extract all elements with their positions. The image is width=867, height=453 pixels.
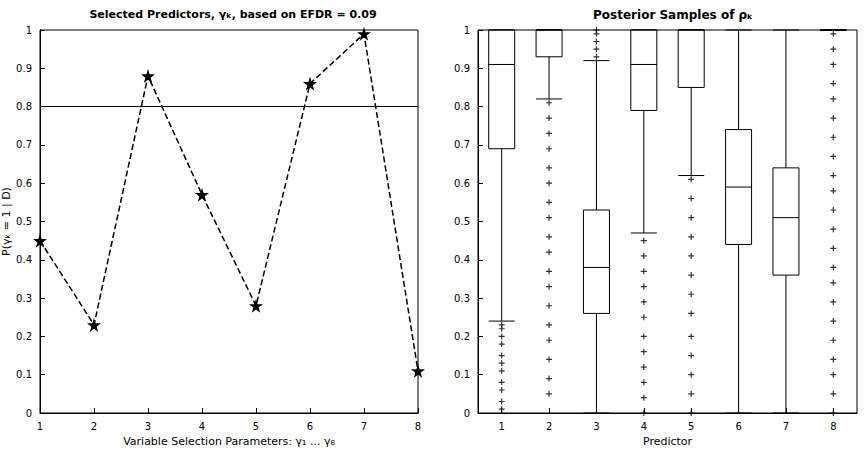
svg-text:0.3: 0.3 [454, 293, 470, 304]
svg-text:0.4: 0.4 [16, 254, 32, 265]
svg-text:0.7: 0.7 [16, 139, 32, 150]
svg-text:4: 4 [199, 421, 205, 432]
svg-text:0.4: 0.4 [454, 254, 470, 265]
svg-text:5: 5 [688, 421, 694, 432]
svg-text:1: 1 [499, 421, 505, 432]
svg-text:0.6: 0.6 [454, 178, 470, 189]
svg-text:0.3: 0.3 [16, 293, 32, 304]
svg-text:2: 2 [91, 421, 97, 432]
svg-text:0.1: 0.1 [16, 369, 32, 380]
svg-text:P(γₖ = 1 | D): P(γₖ = 1 | D) [0, 187, 13, 256]
svg-text:0.2: 0.2 [454, 331, 470, 342]
svg-text:Posterior Samples of ρₖ: Posterior Samples of ρₖ [593, 8, 753, 22]
svg-text:1: 1 [464, 25, 470, 36]
svg-text:7: 7 [783, 421, 789, 432]
svg-text:0: 0 [464, 408, 470, 419]
svg-text:8: 8 [415, 421, 421, 432]
svg-text:Predictor: Predictor [643, 435, 693, 448]
svg-text:7: 7 [361, 421, 367, 432]
svg-text:5: 5 [253, 421, 259, 432]
svg-text:Variable Selection Parameters:: Variable Selection Parameters: γ₁ ... γ₈ [123, 435, 335, 448]
svg-text:0.9: 0.9 [16, 63, 32, 74]
svg-text:0.7: 0.7 [454, 139, 470, 150]
svg-text:2: 2 [546, 421, 552, 432]
svg-text:6: 6 [735, 421, 741, 432]
svg-text:4: 4 [641, 421, 647, 432]
svg-text:0.8: 0.8 [454, 101, 470, 112]
svg-text:6: 6 [307, 421, 313, 432]
svg-text:3: 3 [145, 421, 151, 432]
svg-text:0.1: 0.1 [454, 369, 470, 380]
svg-text:0.8: 0.8 [16, 101, 32, 112]
svg-text:0.5: 0.5 [454, 216, 470, 227]
svg-text:Selected Predictors, γₖ, based: Selected Predictors, γₖ, based on EFDR =… [89, 8, 376, 21]
svg-text:0.2: 0.2 [16, 331, 32, 342]
svg-text:3: 3 [593, 421, 599, 432]
svg-text:0: 0 [26, 408, 32, 419]
svg-text:8: 8 [830, 421, 836, 432]
svg-text:1: 1 [26, 25, 32, 36]
svg-text:0.6: 0.6 [16, 178, 32, 189]
svg-text:0.9: 0.9 [454, 63, 470, 74]
svg-text:0.5: 0.5 [16, 216, 32, 227]
svg-text:1: 1 [37, 421, 43, 432]
